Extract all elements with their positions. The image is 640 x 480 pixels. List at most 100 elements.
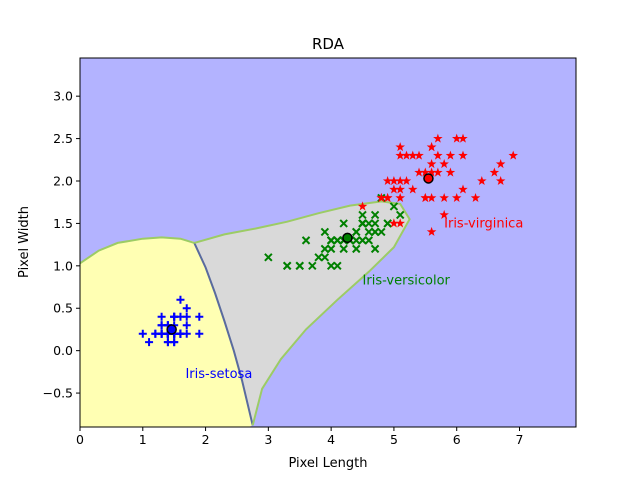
point-virginica	[395, 218, 405, 228]
point-virginica	[439, 209, 449, 219]
point-setosa	[176, 295, 185, 304]
x-tick-label: 1	[139, 432, 147, 447]
point-setosa	[145, 338, 154, 347]
point-virginica	[395, 142, 405, 152]
boundary-outer	[80, 200, 411, 426]
point-virginica	[489, 167, 500, 177]
point-versicolor	[333, 236, 342, 245]
point-virginica	[382, 193, 393, 202]
point-virginica	[414, 150, 424, 160]
point-virginica	[452, 133, 462, 143]
point-virginica	[382, 176, 393, 185]
y-axis-label: Pixel Width	[17, 206, 32, 278]
point-virginica	[433, 150, 443, 160]
plot-frame	[79, 57, 577, 428]
point-versicolor	[326, 244, 336, 254]
x-tick-label: 4	[327, 432, 335, 447]
x-tick-label: 0	[76, 432, 84, 447]
point-versicolor	[308, 261, 317, 271]
point-setosa	[182, 321, 191, 330]
point-virginica	[408, 150, 418, 160]
point-virginica	[433, 167, 443, 177]
y-tick-label: 2.5	[53, 131, 73, 146]
point-versicolor	[339, 244, 348, 254]
region-versicolor	[194, 201, 410, 426]
x-tick-label: 7	[516, 432, 524, 447]
series-iris-virginica	[357, 133, 518, 236]
point-versicolor	[377, 227, 386, 237]
boundary-setosa-versicolor	[193, 242, 254, 426]
annotation-iris-virginica: Iris-virginica	[444, 217, 523, 232]
point-versicolor	[320, 227, 330, 237]
y-tick-label: 1.0	[53, 258, 73, 273]
point-versicolor	[264, 253, 273, 262]
point-virginica	[395, 184, 405, 194]
y-tick-label: −0.5	[43, 386, 73, 401]
point-virginica	[452, 193, 462, 202]
y-tick-label: 3.0	[53, 89, 73, 104]
point-versicolor	[314, 253, 323, 262]
point-versicolor	[282, 261, 292, 271]
point-virginica	[414, 167, 424, 177]
y-axis: −0.5 0.0 0.5 1.0 1.5 2.0 2.5 3.0	[43, 89, 80, 401]
x-axis-label: Pixel Length	[288, 456, 367, 471]
point-versicolor	[333, 261, 342, 271]
region-setosa	[80, 237, 253, 427]
point-virginica	[357, 201, 368, 211]
point-versicolor	[370, 219, 380, 228]
point-setosa	[163, 338, 172, 347]
point-virginica	[420, 193, 431, 202]
point-versicolor	[395, 210, 405, 220]
point-virginica	[389, 184, 399, 194]
x-tick-label: 2	[202, 432, 210, 447]
point-versicolor	[352, 227, 361, 237]
point-virginica	[508, 150, 518, 160]
point-versicolor	[364, 219, 374, 228]
point-virginica	[389, 176, 399, 185]
point-virginica	[439, 193, 449, 202]
point-versicolor	[301, 236, 311, 245]
point-virginica	[426, 142, 437, 152]
point-virginica	[458, 150, 468, 160]
point-versicolor	[352, 244, 361, 254]
point-virginica	[426, 226, 437, 236]
point-virginica	[426, 193, 437, 202]
x-tick-label: 5	[390, 432, 398, 447]
annotation-iris-versicolor: Iris-versicolor	[363, 273, 451, 288]
y-tick-label: 2.0	[53, 174, 73, 189]
point-virginica	[458, 184, 468, 194]
point-versicolor	[370, 244, 380, 254]
point-versicolor	[320, 244, 330, 254]
point-setosa	[157, 312, 166, 321]
point-virginica	[376, 193, 387, 202]
point-virginica	[445, 167, 456, 177]
point-setosa	[195, 329, 204, 338]
y-tick-label: 1.5	[53, 216, 73, 231]
point-versicolor	[339, 219, 348, 228]
point-virginica	[401, 150, 412, 160]
point-setosa	[170, 312, 179, 321]
class-means	[166, 173, 434, 335]
point-setosa	[138, 329, 147, 338]
point-virginica	[395, 193, 405, 202]
point-versicolor	[358, 236, 367, 245]
point-virginica	[395, 150, 405, 160]
mean-iris-setosa	[166, 324, 177, 335]
point-virginica	[439, 159, 449, 169]
point-virginica	[445, 150, 456, 160]
y-tick-label: 0.5	[53, 301, 73, 316]
mean-iris-virginica	[423, 173, 434, 184]
point-versicolor	[358, 219, 367, 228]
x-tick-label: 6	[453, 432, 461, 447]
x-tick-label: 3	[264, 432, 272, 447]
point-versicolor	[352, 236, 361, 245]
point-virginica	[426, 167, 437, 177]
point-setosa	[182, 304, 191, 313]
point-virginica	[389, 218, 399, 228]
y-tick-label: 0.0	[53, 343, 73, 358]
point-versicolor	[370, 210, 380, 220]
point-virginica	[408, 184, 418, 194]
point-versicolor	[358, 210, 367, 220]
mean-iris-versicolor	[342, 232, 353, 244]
